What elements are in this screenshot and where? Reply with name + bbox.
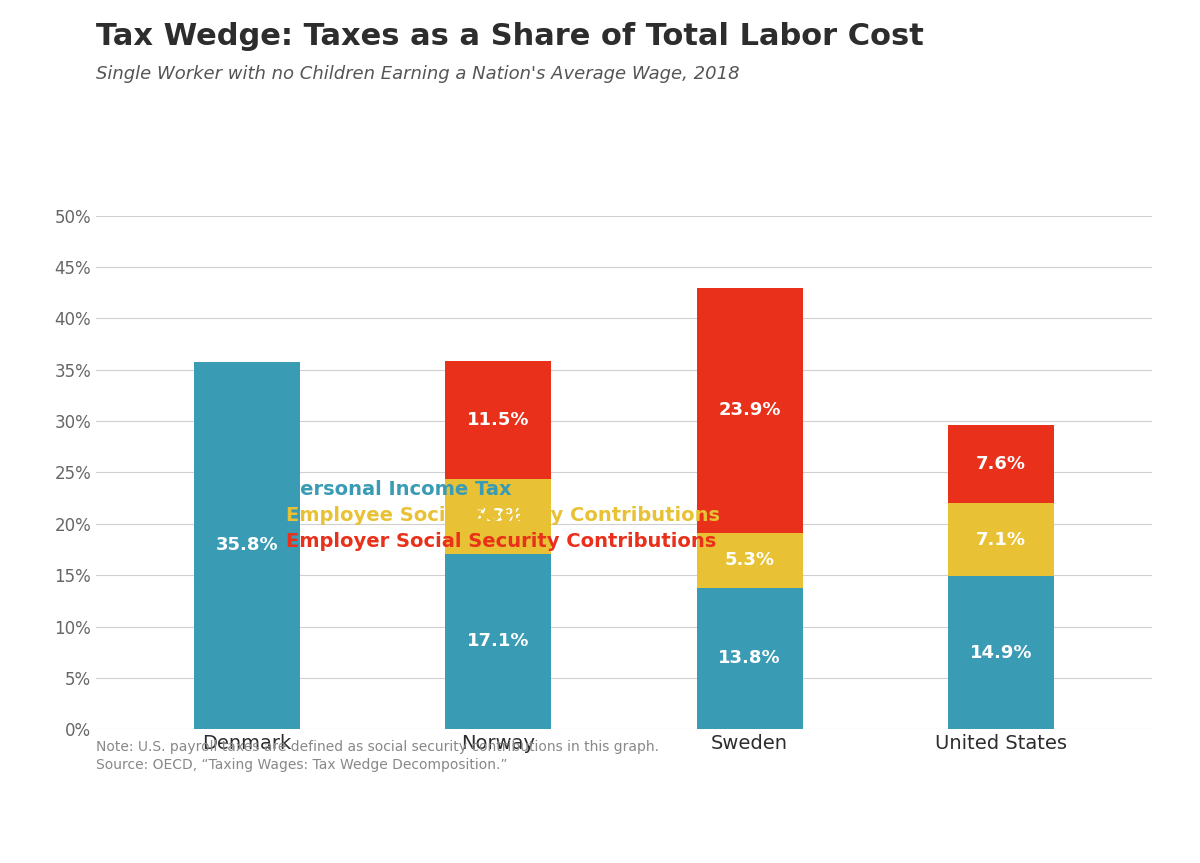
Text: Employer Social Security Contributions: Employer Social Security Contributions [286,532,716,551]
Text: Employee Social Security Contributions: Employee Social Security Contributions [286,506,720,525]
Text: Note: U.S. payroll taxes are defined as social security contributions in this gr: Note: U.S. payroll taxes are defined as … [96,740,659,754]
Text: Single Worker with no Children Earning a Nation's Average Wage, 2018: Single Worker with no Children Earning a… [96,65,739,83]
Bar [194,362,300,729]
Text: 11.5%: 11.5% [467,411,529,429]
Text: 7.3%: 7.3% [473,507,523,526]
Bar [948,503,1054,576]
Text: 35.8%: 35.8% [216,537,278,554]
Text: 14.9%: 14.9% [970,644,1032,662]
Bar [697,287,803,533]
Bar [697,588,803,729]
Text: Tax Wedge: Taxes as a Share of Total Labor Cost: Tax Wedge: Taxes as a Share of Total Lab… [96,22,924,51]
Text: 7.1%: 7.1% [976,531,1026,549]
Bar [445,361,551,479]
Text: 13.8%: 13.8% [719,649,781,667]
Text: Personal Income Tax: Personal Income Tax [286,480,511,499]
Text: 7.6%: 7.6% [976,456,1026,473]
Text: Source: OECD, “Taxing Wages: Tax Wedge Decomposition.”: Source: OECD, “Taxing Wages: Tax Wedge D… [96,758,508,772]
Text: 5.3%: 5.3% [725,551,775,570]
Bar [445,554,551,729]
Text: 17.1%: 17.1% [467,633,529,651]
Bar [445,479,551,554]
Bar [948,425,1054,503]
Text: 23.9%: 23.9% [719,401,781,419]
Text: TAX FOUNDATION: TAX FOUNDATION [26,817,233,838]
Bar [697,533,803,588]
Bar [948,576,1054,729]
Text: @TaxFoundation: @TaxFoundation [1002,817,1174,838]
